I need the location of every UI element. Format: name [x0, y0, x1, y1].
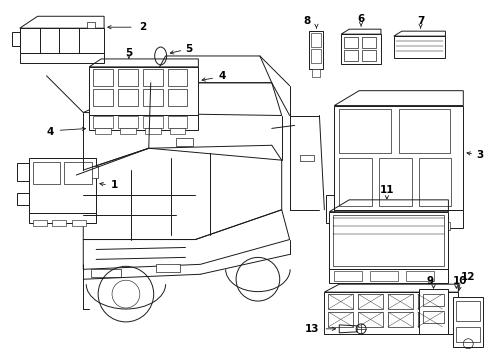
Bar: [17, 163, 29, 181]
Bar: [20, 53, 104, 63]
Text: 3: 3: [475, 150, 483, 160]
Bar: [12, 32, 20, 46]
Bar: [325, 195, 334, 223]
Bar: [455, 327, 479, 342]
Bar: [33, 220, 46, 226]
Bar: [344, 50, 357, 61]
Bar: [169, 129, 185, 134]
Bar: [344, 37, 357, 48]
Bar: [29, 158, 96, 213]
Text: 9: 9: [426, 276, 433, 286]
Bar: [87, 22, 95, 28]
Text: 8: 8: [302, 16, 309, 26]
Bar: [357, 312, 382, 327]
Text: 7: 7: [416, 16, 424, 26]
Bar: [357, 294, 382, 309]
Bar: [93, 89, 113, 105]
Bar: [312, 69, 320, 77]
Bar: [339, 222, 360, 230]
Bar: [422, 294, 444, 306]
Bar: [89, 114, 198, 130]
Bar: [455, 301, 479, 321]
Bar: [144, 129, 161, 134]
Bar: [393, 36, 445, 58]
Bar: [95, 129, 111, 134]
Bar: [339, 158, 371, 206]
Bar: [334, 271, 361, 281]
Bar: [405, 271, 433, 281]
Bar: [89, 67, 198, 114]
Bar: [378, 158, 411, 206]
Bar: [368, 222, 390, 230]
Text: 5: 5: [125, 48, 132, 58]
Bar: [452, 297, 482, 347]
Bar: [155, 264, 180, 272]
Bar: [387, 294, 412, 309]
Bar: [33, 162, 61, 184]
Bar: [72, 220, 86, 226]
Bar: [20, 28, 104, 53]
Bar: [167, 89, 187, 105]
Bar: [167, 69, 187, 86]
Bar: [398, 109, 449, 153]
Bar: [309, 31, 323, 69]
Bar: [118, 69, 138, 86]
Bar: [334, 210, 462, 228]
Text: 5: 5: [185, 44, 192, 54]
Bar: [120, 129, 136, 134]
Bar: [341, 34, 380, 64]
Bar: [142, 69, 163, 86]
Text: 12: 12: [459, 272, 474, 282]
Bar: [328, 269, 447, 283]
Bar: [93, 69, 113, 86]
Bar: [167, 117, 187, 129]
Bar: [91, 269, 121, 277]
Bar: [361, 37, 375, 48]
Bar: [93, 117, 113, 129]
Bar: [142, 117, 163, 129]
Bar: [327, 294, 352, 309]
Text: 2: 2: [139, 22, 146, 32]
Bar: [328, 212, 447, 269]
Bar: [17, 193, 29, 205]
Bar: [29, 213, 96, 223]
Bar: [418, 158, 450, 206]
Bar: [369, 271, 397, 281]
Text: 10: 10: [452, 276, 467, 286]
Text: 6: 6: [357, 14, 364, 24]
Bar: [52, 220, 66, 226]
Bar: [142, 89, 163, 105]
Bar: [118, 89, 138, 105]
Bar: [299, 155, 314, 161]
Bar: [417, 294, 442, 309]
Bar: [417, 312, 442, 327]
Bar: [64, 162, 92, 184]
Text: 11: 11: [379, 185, 393, 195]
Bar: [334, 105, 462, 210]
Bar: [311, 33, 321, 47]
Bar: [333, 215, 444, 266]
Text: 4: 4: [218, 71, 225, 81]
Bar: [361, 50, 375, 61]
Bar: [324, 292, 457, 334]
Text: 1: 1: [111, 180, 118, 190]
Bar: [418, 289, 447, 334]
Bar: [387, 312, 412, 327]
Bar: [398, 222, 420, 230]
Text: 13: 13: [305, 324, 319, 334]
Bar: [327, 312, 352, 327]
Bar: [311, 49, 321, 63]
Bar: [88, 166, 98, 178]
Bar: [422, 311, 444, 323]
Text: 4: 4: [46, 127, 53, 138]
Bar: [175, 138, 193, 146]
Bar: [118, 117, 138, 129]
Bar: [427, 222, 449, 230]
Bar: [339, 109, 390, 153]
